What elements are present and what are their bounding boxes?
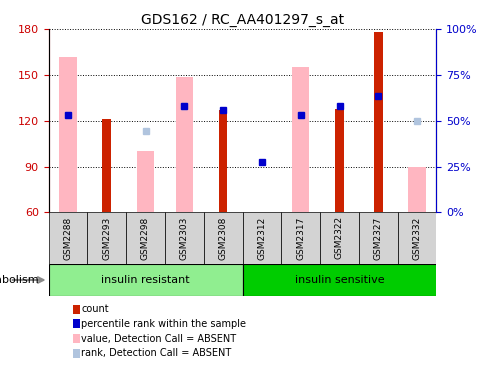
Text: GSM2293: GSM2293: [102, 216, 111, 259]
Bar: [242, 264, 436, 296]
Bar: [59, 57, 76, 212]
Text: value, Detection Call = ABSENT: value, Detection Call = ABSENT: [81, 333, 236, 344]
Text: GSM2317: GSM2317: [296, 216, 304, 259]
Bar: [48, 212, 87, 264]
Text: rank, Detection Call = ABSENT: rank, Detection Call = ABSENT: [81, 348, 231, 358]
Bar: [136, 151, 154, 212]
Text: GSM2303: GSM2303: [180, 216, 188, 259]
Title: GDS162 / RC_AA401297_s_at: GDS162 / RC_AA401297_s_at: [141, 13, 343, 27]
Bar: [48, 264, 242, 296]
Text: GSM2332: GSM2332: [412, 216, 421, 259]
Text: GSM2322: GSM2322: [334, 216, 343, 259]
Bar: [165, 212, 203, 264]
Bar: [291, 67, 309, 212]
Text: metabolism: metabolism: [0, 275, 39, 285]
Bar: [218, 110, 227, 212]
Text: GSM2327: GSM2327: [373, 216, 382, 259]
Bar: [126, 212, 165, 264]
Text: GSM2312: GSM2312: [257, 216, 266, 259]
Text: percentile rank within the sample: percentile rank within the sample: [81, 319, 246, 329]
Bar: [281, 212, 319, 264]
Text: insulin resistant: insulin resistant: [101, 275, 189, 285]
Bar: [87, 212, 126, 264]
Bar: [203, 212, 242, 264]
Bar: [373, 32, 382, 212]
Bar: [358, 212, 397, 264]
Text: GSM2288: GSM2288: [63, 216, 72, 259]
Bar: [397, 212, 436, 264]
Bar: [102, 119, 111, 212]
Bar: [175, 76, 193, 212]
Text: GSM2298: GSM2298: [141, 216, 150, 259]
Text: insulin sensitive: insulin sensitive: [294, 275, 383, 285]
Bar: [242, 212, 281, 264]
Bar: [408, 167, 425, 212]
Bar: [334, 109, 343, 212]
Text: count: count: [81, 304, 108, 314]
Text: GSM2308: GSM2308: [218, 216, 227, 259]
Bar: [319, 212, 358, 264]
